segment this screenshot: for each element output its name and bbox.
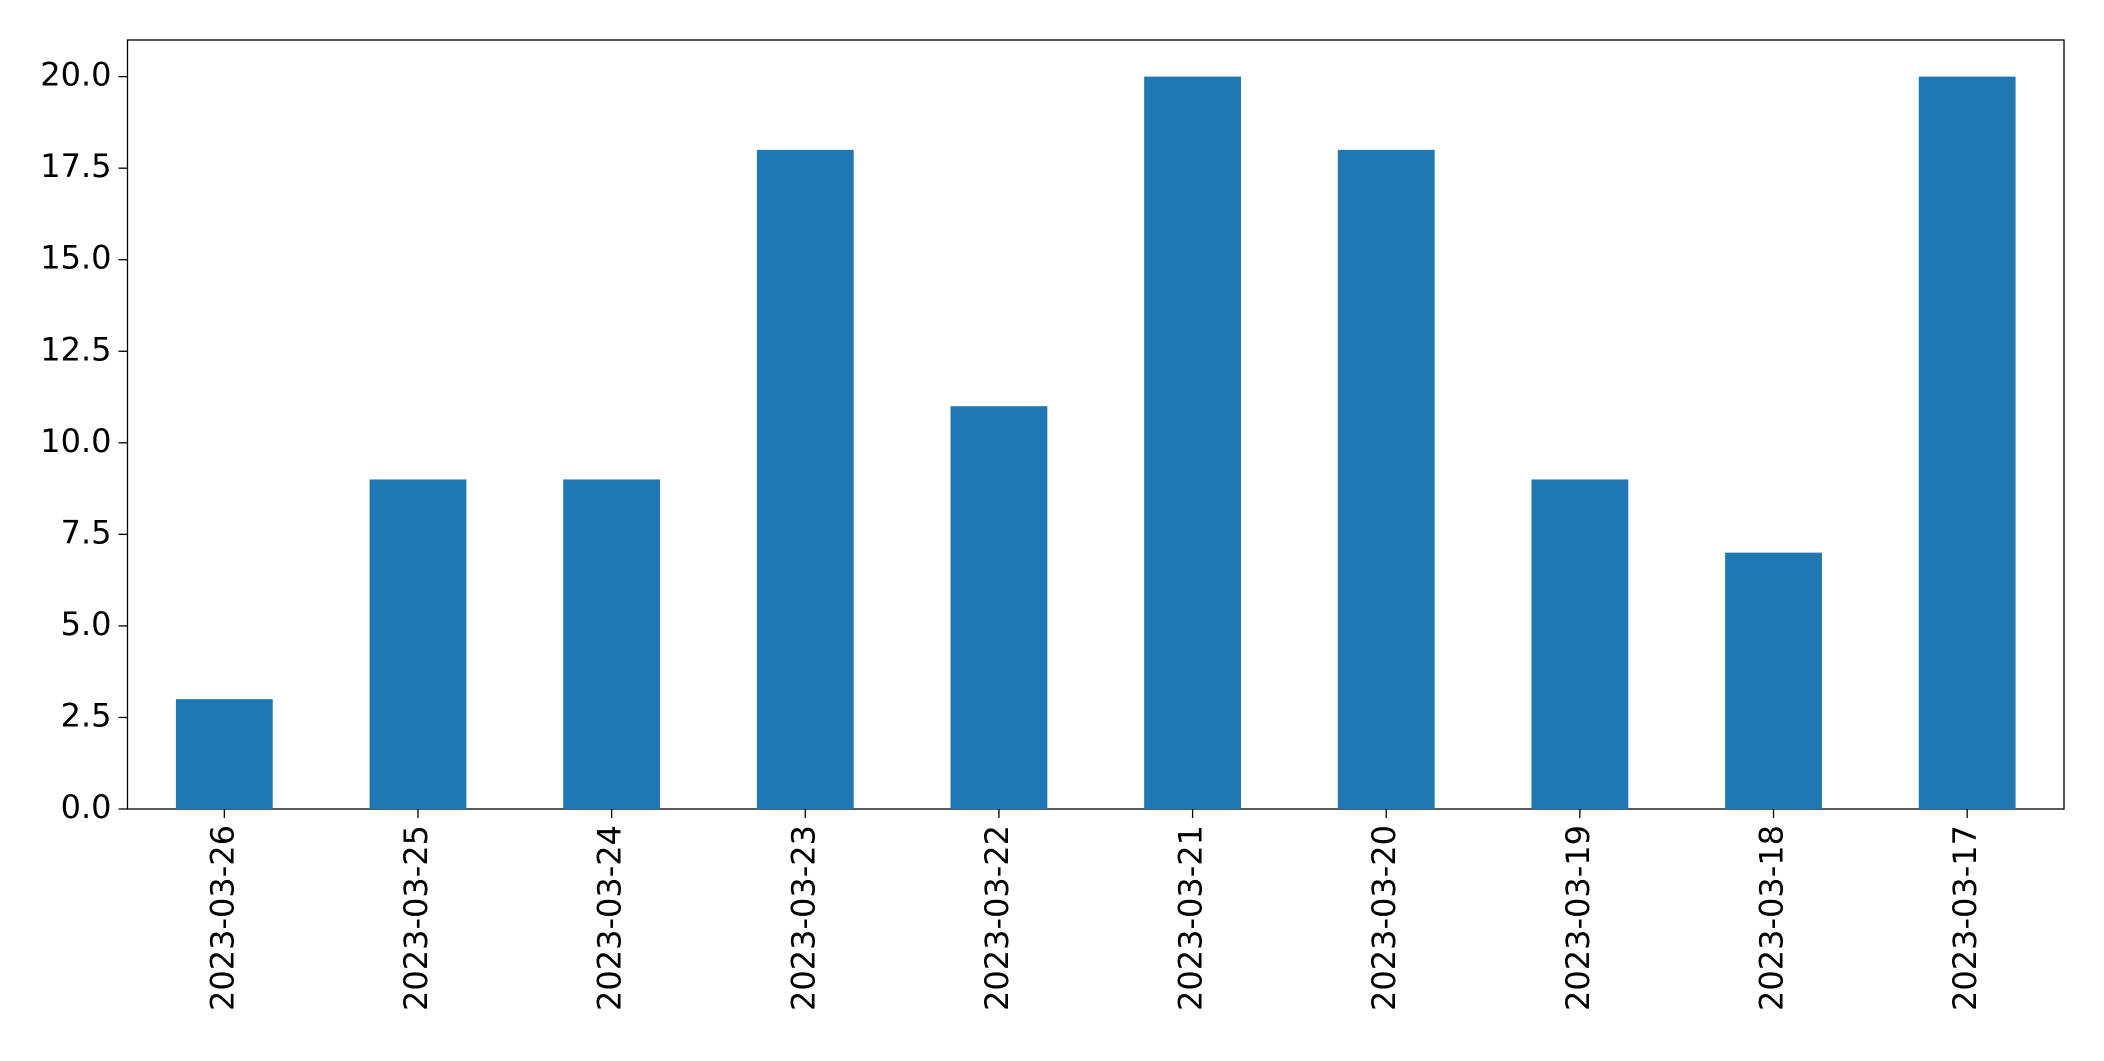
bar [756,149,854,809]
y-tick-label: 20.0 [40,56,111,94]
x-tick-label: 2023-03-20 [1365,825,1403,1011]
bar [1337,149,1435,809]
plot-frame [126,39,2065,810]
y-tick-label: 5.0 [61,605,112,643]
bar [1531,479,1629,809]
bar [563,479,661,809]
y-tick-label: 12.5 [40,330,111,368]
bar [950,406,1048,809]
bar [175,699,273,809]
y-tick-label: 17.5 [40,147,111,185]
y-tick-label: 7.5 [61,513,112,551]
x-tick-label: 2023-03-21 [1172,825,1210,1011]
y-tick-label: 0.0 [61,788,112,826]
y-tick-label: 15.0 [40,239,111,277]
x-tick-label: 2023-03-26 [203,825,241,1011]
y-tick-label: 2.5 [61,696,112,734]
y-tick-label: 10.0 [40,422,111,460]
bar [1918,76,2016,810]
x-tick-label: 2023-03-17 [1946,825,1984,1011]
x-tick-label: 2023-03-22 [978,825,1016,1011]
x-tick-label: 2023-03-19 [1559,825,1597,1011]
x-tick-label: 2023-03-23 [784,825,822,1011]
bar [369,479,467,809]
x-tick-label: 2023-03-18 [1753,825,1791,1011]
bar [1725,552,1822,809]
bar [1144,76,1241,810]
x-tick-label: 2023-03-24 [591,825,629,1011]
x-tick-label: 2023-03-25 [397,825,435,1011]
